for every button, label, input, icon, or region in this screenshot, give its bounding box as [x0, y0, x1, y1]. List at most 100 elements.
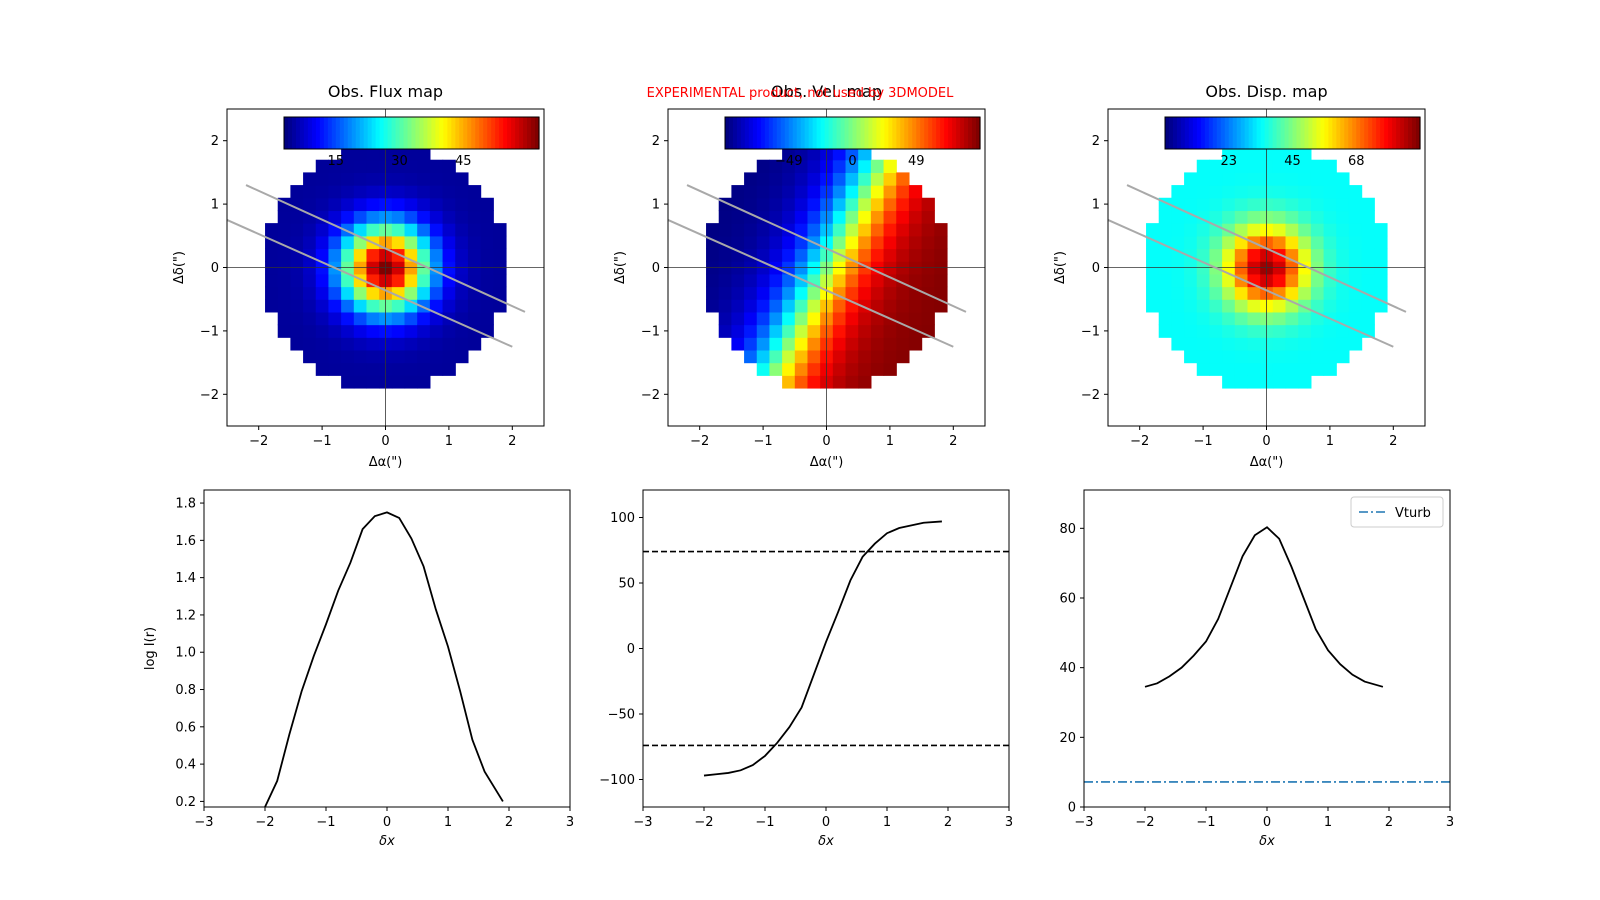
map-pixel	[1247, 159, 1261, 173]
map-pixel	[832, 273, 847, 288]
map-pixel	[883, 273, 897, 288]
y-tick-label: 2	[652, 134, 660, 149]
colorbar-tick-label: 0	[848, 154, 856, 169]
colorbar-segment	[1304, 117, 1310, 149]
map-pixel	[1272, 311, 1287, 326]
map-pixel	[1184, 223, 1198, 237]
map-pixel	[845, 375, 859, 389]
map-pixel	[1361, 223, 1375, 237]
colorbar-segment	[1268, 117, 1274, 149]
map-pixel	[1361, 235, 1375, 250]
map-pixel	[1196, 223, 1211, 237]
colorbar-segment	[792, 117, 798, 149]
map-pixel	[1209, 172, 1223, 186]
map-pixel	[883, 223, 897, 237]
map-pixel	[858, 349, 872, 364]
map-pixel	[1234, 159, 1249, 173]
colorbar-segment	[1208, 117, 1214, 149]
map-pixel	[1234, 172, 1249, 186]
map-pixel	[756, 311, 771, 326]
map-pixel	[442, 349, 456, 364]
colorbar-segment	[860, 117, 866, 149]
map-pixel	[1374, 248, 1388, 262]
colorbar-segment	[1180, 117, 1186, 149]
map-pixel	[467, 273, 482, 288]
colorbar-segment	[1220, 117, 1226, 149]
colorbar-segment	[948, 117, 953, 149]
map-pixel	[1209, 311, 1223, 326]
colorbar-tick-label: −49	[775, 154, 802, 169]
map-pixel	[303, 172, 317, 186]
x-tick-label: 0	[1263, 815, 1271, 830]
colorbar-segment	[856, 117, 862, 149]
map-pixel	[1184, 210, 1198, 224]
map-pixel	[366, 197, 380, 212]
map-pixel	[769, 299, 783, 313]
colorbar-segment	[840, 117, 846, 149]
colorbar-segment	[535, 117, 540, 149]
map-pixel	[1184, 311, 1198, 326]
map-pixel	[1272, 299, 1287, 313]
colorbar-segment	[1320, 117, 1325, 149]
map-pixel	[1247, 147, 1261, 161]
map-pixel	[908, 248, 923, 262]
colorbar-segment	[804, 117, 810, 149]
map-pixel	[480, 210, 494, 224]
colorbar-segment	[872, 117, 877, 149]
profile-series-line	[1144, 526, 1384, 688]
map-pixel	[858, 362, 872, 376]
map-pixel	[1196, 362, 1211, 376]
map-pixel	[303, 299, 317, 313]
map-pixel	[391, 311, 406, 326]
map-pixel	[455, 349, 469, 364]
map-pixel	[883, 172, 897, 186]
map-pixel	[756, 159, 771, 173]
colorbar-segment	[1256, 117, 1262, 149]
map-pixel	[832, 172, 847, 186]
map-pixel	[782, 197, 796, 212]
colorbar-segment	[335, 117, 341, 149]
map-pixel	[1196, 172, 1211, 186]
map-pixel	[832, 159, 847, 173]
colorbar-segment	[1340, 117, 1345, 149]
colorbar-segment	[403, 117, 409, 149]
map-pixel	[341, 210, 355, 224]
map-pixel	[265, 299, 279, 313]
map-pixel	[328, 197, 342, 212]
x-tick-label: −3	[194, 815, 213, 830]
map-pixel	[1171, 337, 1185, 351]
map-pixel	[328, 210, 342, 224]
x-tick-label: −1	[1196, 815, 1215, 830]
map-pixel	[1298, 337, 1312, 351]
map-pixel	[442, 197, 456, 212]
colorbar-segment	[1272, 117, 1278, 149]
colorbar-segment	[503, 117, 508, 149]
y-tick-label: −1	[641, 324, 660, 339]
map-pixel	[845, 197, 859, 212]
map-pixel	[896, 223, 910, 237]
map-pixel	[807, 147, 821, 161]
colorbar-segment	[451, 117, 456, 149]
colorbar-segment	[1308, 117, 1314, 149]
map-pixel	[1222, 273, 1236, 288]
map-pixel	[1196, 273, 1211, 288]
map-pixel	[845, 159, 859, 173]
map-pixel	[1234, 210, 1249, 224]
colorbar-segment	[788, 117, 794, 149]
y-tick-label: 0.8	[175, 683, 196, 698]
colorbar-segment	[395, 117, 401, 149]
map-pixel	[908, 197, 923, 212]
map-pixel	[353, 286, 368, 300]
map-pixel	[756, 223, 771, 237]
y-tick-label: 100	[610, 511, 635, 526]
map-pixel	[1196, 235, 1211, 250]
colorbar-segment	[367, 117, 373, 149]
map-pixel	[1310, 235, 1325, 250]
map-pixel	[417, 349, 431, 364]
map-pixel	[744, 286, 758, 300]
slit-line-1	[226, 219, 513, 348]
map-pixel	[718, 286, 732, 300]
map-pixel	[1336, 337, 1350, 351]
map-pixel	[832, 197, 847, 212]
map-pixel	[404, 185, 418, 199]
